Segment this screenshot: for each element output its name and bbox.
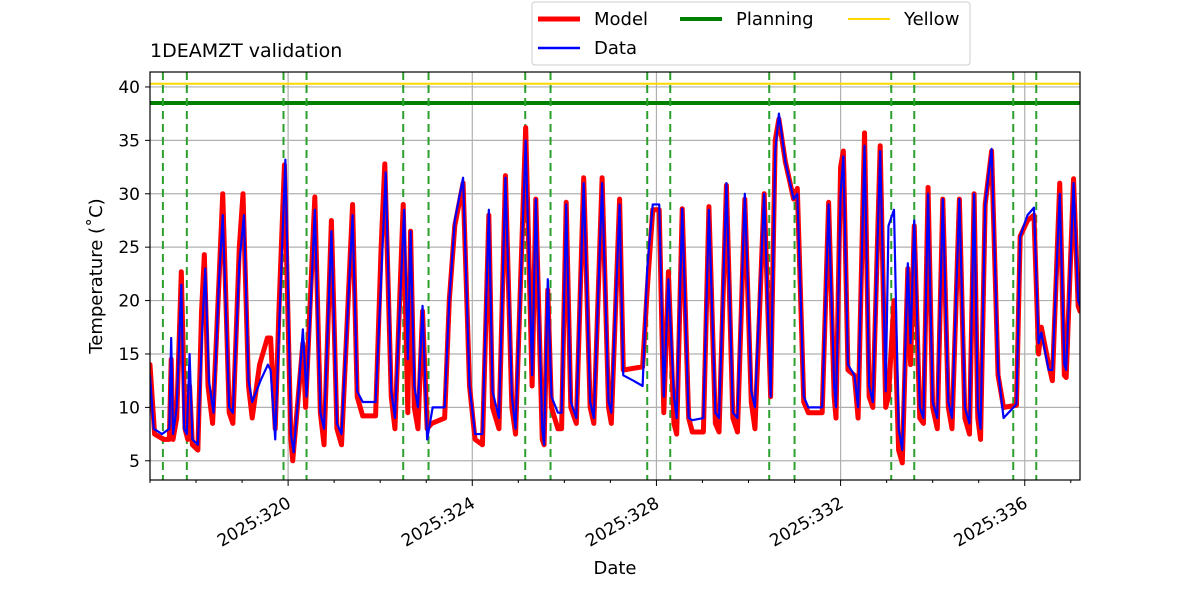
x-axis-label: Date bbox=[593, 558, 636, 579]
y-tick-label: 35 bbox=[118, 131, 140, 151]
legend-label-data: Data bbox=[594, 38, 637, 59]
y-tick-label: 40 bbox=[118, 78, 140, 98]
plot-frame bbox=[149, 71, 1081, 481]
y-tick-label: 20 bbox=[118, 292, 140, 312]
series-layer bbox=[150, 112, 1080, 466]
legend-label-planning: Planning bbox=[736, 9, 814, 30]
y-tick-label: 25 bbox=[118, 238, 140, 258]
y-tick-label: 10 bbox=[118, 398, 140, 418]
legend-label-model: Model bbox=[594, 9, 648, 30]
y-tick-label: 5 bbox=[129, 452, 140, 472]
legend: Model Planning Yellow Data bbox=[531, 1, 971, 66]
y-tick-label: 15 bbox=[118, 345, 140, 365]
legend-box bbox=[531, 1, 971, 66]
series-line-data bbox=[150, 112, 1080, 454]
y-tick-label: 30 bbox=[118, 185, 140, 205]
y-axis-label: Temperature (˚C) bbox=[86, 198, 107, 354]
limit-lines bbox=[150, 82, 1080, 105]
chart-title: 1DEAMZT validation bbox=[150, 40, 342, 62]
legend-label-yellow: Yellow bbox=[903, 9, 959, 30]
